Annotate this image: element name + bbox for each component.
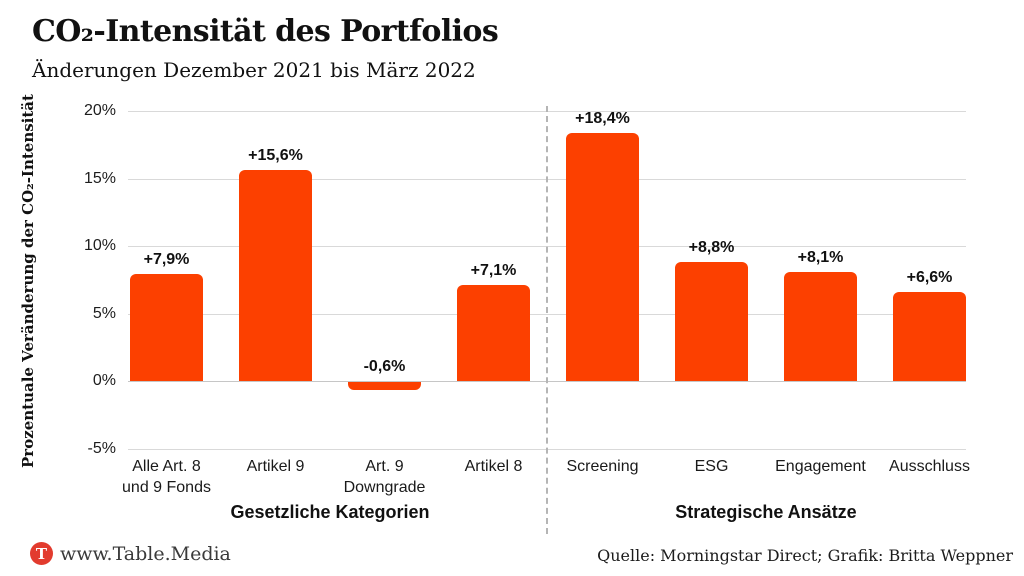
bar-value-label: +6,6% (906, 268, 953, 286)
chart-title: CO₂-Intensität des Portfolios (32, 14, 499, 49)
table-media-logo-icon: T (30, 542, 53, 565)
x-category-label: Engagement (775, 458, 866, 475)
bar-value-label: +7,1% (470, 262, 517, 280)
group-label: Strategische Ansätze (675, 502, 857, 522)
y-tick-label: -5% (87, 440, 116, 457)
x-category-label: Ausschluss (889, 458, 970, 475)
bar (130, 274, 203, 381)
y-tick-label: 20% (83, 102, 116, 119)
bar-value-label: +18,4% (575, 109, 630, 127)
source-credit: Quelle: Morningstar Direct; Grafik: Brit… (597, 546, 1013, 565)
chart-subtitle: Änderungen Dezember 2021 bis März 2022 (32, 58, 476, 82)
bar (784, 271, 857, 381)
group-label: Gesetzliche Kategorien (230, 502, 430, 522)
y-tick-label: 5% (92, 305, 116, 322)
brand-url: www.Table.Media (60, 542, 231, 565)
bar (893, 291, 966, 381)
y-tick-label: 0% (92, 372, 116, 389)
bar (457, 285, 530, 381)
y-axis-title: Prozentuale Veränderung der CO₂-Intensit… (19, 94, 37, 468)
bar (348, 382, 421, 391)
bar-value-label: +7,9% (143, 251, 190, 269)
bar (566, 132, 639, 381)
bar-value-label: +15,6% (248, 147, 303, 165)
bar-value-label: +8,1% (797, 248, 844, 266)
group-divider (546, 106, 548, 534)
x-category-label: Alle Art. 8 und 9 Fonds (122, 458, 211, 496)
x-category-label: Artikel 9 (246, 458, 305, 475)
x-category-label: Screening (566, 458, 639, 475)
brand-block: T www.Table.Media (30, 542, 231, 565)
bar (239, 170, 312, 381)
bar (675, 262, 748, 381)
bar-value-label: -0,6% (363, 358, 406, 375)
y-tick-label: 10% (83, 237, 116, 254)
bar-value-label: +8,8% (688, 239, 735, 257)
y-tick-label: 15% (83, 170, 116, 187)
x-category-label: ESG (694, 458, 729, 475)
x-category-label: Artikel 8 (464, 458, 523, 475)
x-category-label: Art. 9 Downgrade (343, 458, 426, 496)
